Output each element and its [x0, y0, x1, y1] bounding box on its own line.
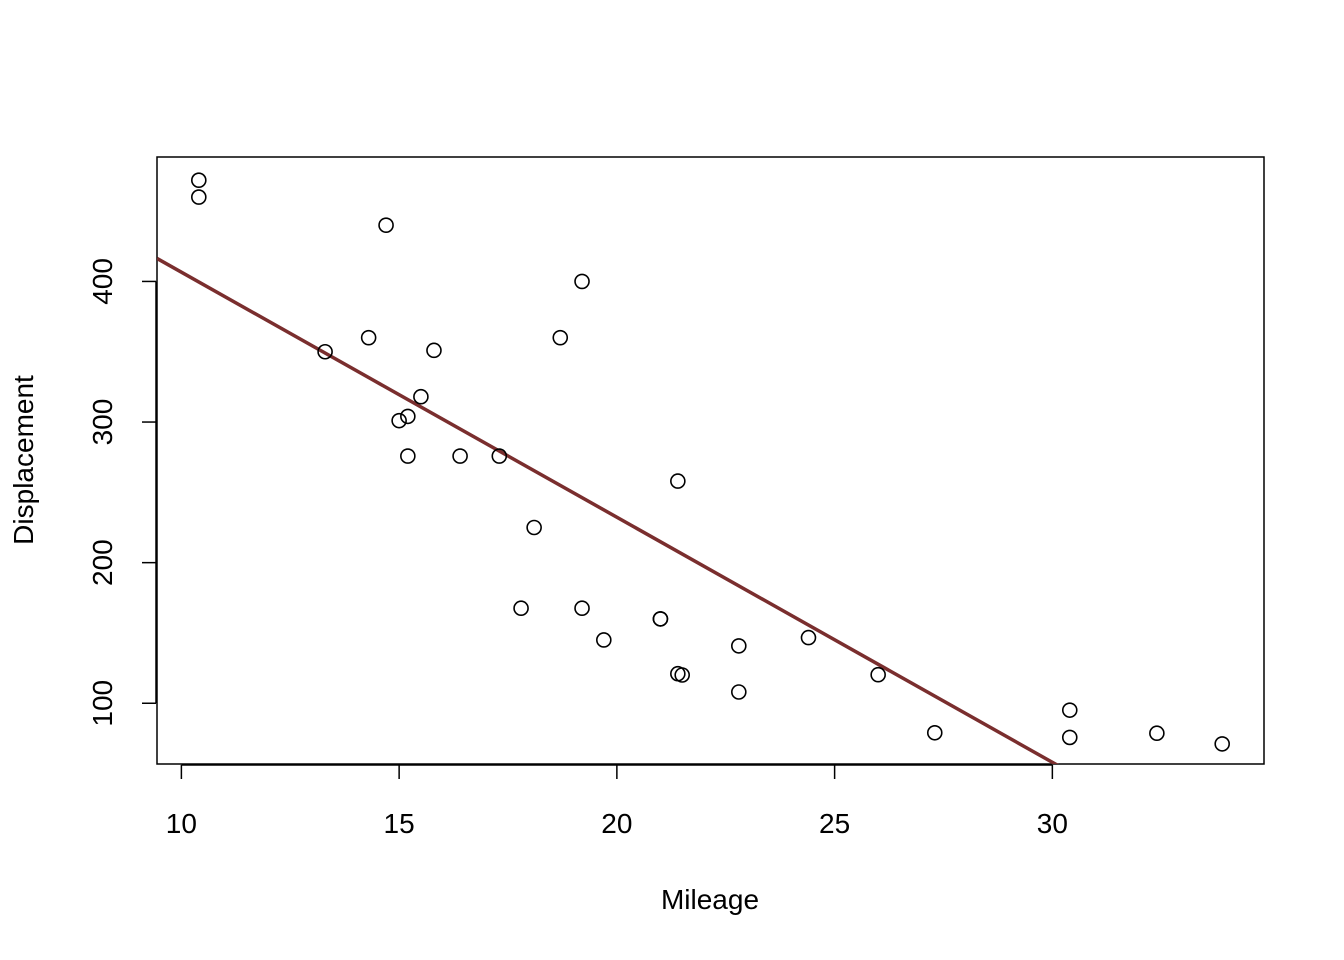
data-point — [317, 343, 333, 360]
y-tick-label: 200 — [87, 539, 118, 586]
data-point — [731, 684, 747, 700]
data-point — [1149, 725, 1165, 742]
x-tick-label: 10 — [166, 808, 197, 839]
data-point — [413, 388, 429, 405]
points-group — [191, 172, 1230, 752]
y-axis: 100 200 300 400 — [87, 258, 157, 727]
data-point — [596, 632, 612, 648]
y-axis-label: Displacement — [8, 375, 39, 545]
data-point — [526, 519, 542, 536]
y-tick-label: 100 — [87, 680, 118, 727]
data-point — [870, 666, 886, 683]
data-point — [670, 473, 686, 489]
x-tick-label: 15 — [384, 808, 415, 839]
data-point — [513, 600, 529, 617]
data-point — [574, 273, 590, 290]
regression-line-group — [157, 256, 1059, 764]
data-point — [800, 629, 817, 646]
data-point — [391, 412, 407, 429]
x-axis-label: Mileage — [661, 884, 759, 915]
data-point — [426, 342, 442, 359]
x-axis: 10 15 20 25 30 — [166, 764, 1068, 839]
x-tick-label: 25 — [819, 808, 850, 839]
data-point — [652, 611, 669, 627]
data-point — [552, 329, 569, 346]
data-point — [400, 448, 416, 464]
data-point — [191, 189, 207, 205]
y-tick-label: 300 — [87, 399, 118, 446]
data-point — [574, 600, 590, 617]
data-point — [1214, 736, 1230, 752]
data-point — [1061, 702, 1078, 718]
data-point — [452, 448, 468, 464]
data-point — [731, 638, 747, 654]
data-point — [670, 665, 686, 682]
data-point — [378, 217, 394, 233]
regression-line — [157, 256, 1059, 764]
x-tick-label: 30 — [1037, 808, 1068, 839]
data-point — [491, 448, 508, 464]
data-point — [926, 724, 943, 741]
data-point — [1061, 729, 1078, 746]
data-point — [191, 172, 207, 189]
data-point — [400, 408, 416, 425]
plot-frame — [156, 156, 1265, 765]
data-point — [360, 329, 377, 346]
x-tick-label: 20 — [601, 808, 632, 839]
y-tick-label: 400 — [87, 258, 118, 305]
